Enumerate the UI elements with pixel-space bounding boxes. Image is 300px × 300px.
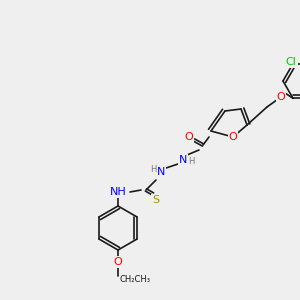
Text: Cl: Cl: [286, 57, 296, 67]
Text: N: N: [179, 155, 187, 165]
Text: CH₂CH₃: CH₂CH₃: [120, 275, 151, 284]
Text: O: O: [184, 132, 194, 142]
Text: H: H: [188, 158, 194, 166]
Text: NH: NH: [110, 187, 126, 197]
Text: S: S: [152, 195, 160, 205]
Text: O: O: [229, 132, 237, 142]
Text: N: N: [157, 167, 165, 177]
Text: O: O: [114, 257, 122, 267]
Text: H: H: [150, 166, 156, 175]
Text: O: O: [277, 92, 285, 102]
